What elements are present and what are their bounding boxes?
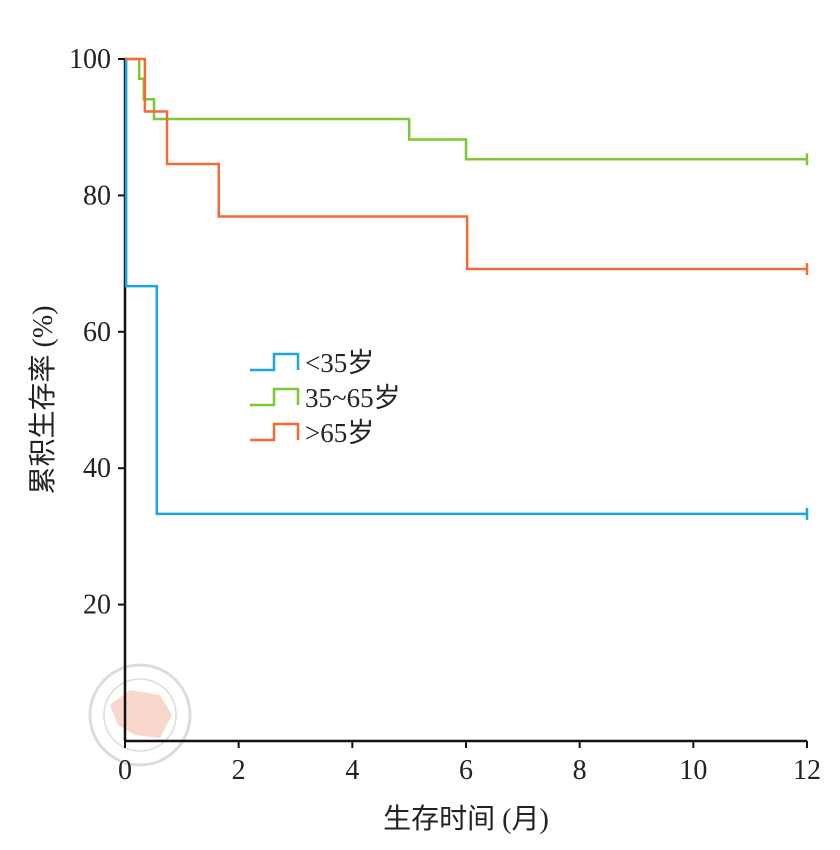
y-tick-label: 40: [83, 453, 111, 484]
y-tick-label: 100: [69, 44, 111, 75]
legend-swatch: [250, 387, 300, 407]
x-axis-label: 生存时间 (月): [383, 803, 549, 835]
x-tick-label: 12: [793, 755, 821, 786]
x-tick-label: 4: [345, 755, 359, 786]
legend-swatch: [250, 422, 300, 442]
legend-label: >65岁: [305, 418, 374, 448]
x-tick-label: 2: [232, 755, 246, 786]
survival-curve-1: [125, 57, 807, 161]
x-tick-label: 8: [573, 755, 587, 786]
y-axis-label: 累积生存率 (%): [27, 306, 59, 495]
y-tick-label: 80: [83, 180, 111, 211]
watermark-seal: [88, 663, 192, 767]
legend-swatch: [250, 352, 300, 372]
x-tick-label: 0: [118, 755, 132, 786]
legend-label: <35岁: [305, 348, 374, 378]
x-tick-label: 10: [679, 755, 707, 786]
y-tick-label: 20: [83, 590, 111, 621]
legend-label: 35~65岁: [305, 383, 401, 413]
x-tick-label: 6: [459, 755, 473, 786]
survival-curve-2: [125, 57, 807, 271]
survival-curve-0: [124, 57, 807, 516]
y-tick-label: 60: [83, 317, 111, 348]
